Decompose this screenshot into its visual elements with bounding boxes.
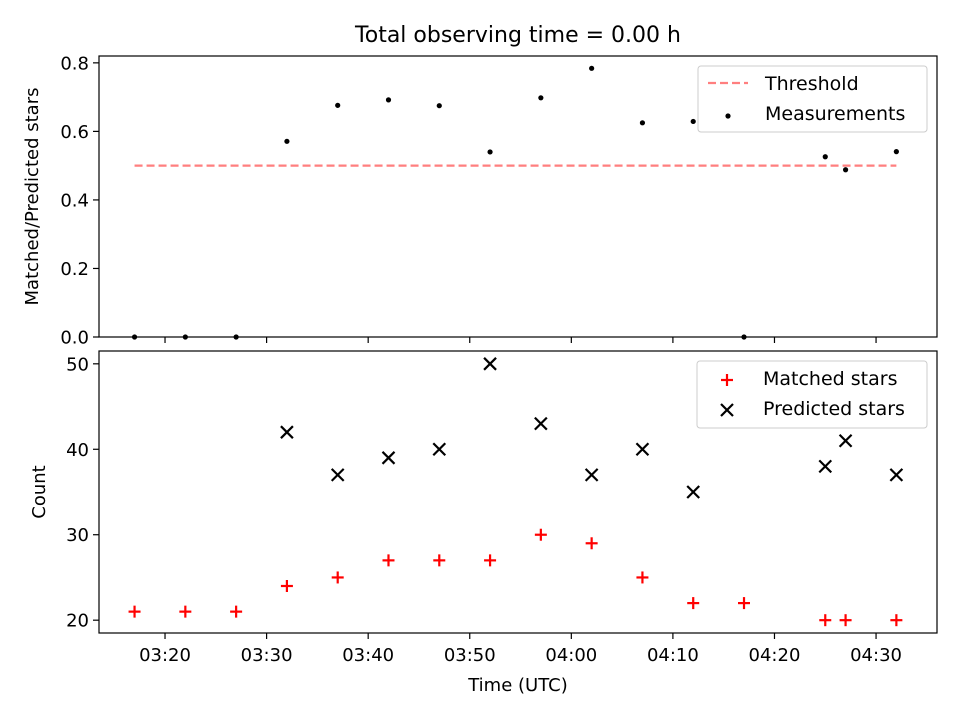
predicted-star-point bbox=[635, 442, 650, 457]
x-axis-label: Time (UTC) bbox=[467, 675, 568, 696]
bottom-x-tick-label: 03:30 bbox=[241, 645, 293, 666]
legend-matched-swatch bbox=[721, 374, 733, 386]
predicted-star-point bbox=[818, 459, 833, 474]
bottom-y-tick-label: 20 bbox=[66, 611, 89, 632]
matched-star-point bbox=[179, 605, 192, 618]
predicted-star-point bbox=[584, 468, 599, 482]
matched-star-point bbox=[534, 528, 547, 541]
predicted-star-point bbox=[838, 433, 853, 448]
top-y-tick-label: 0.6 bbox=[60, 122, 89, 143]
measurement-point bbox=[690, 118, 696, 125]
predicted-star-point bbox=[280, 425, 294, 439]
top-y-tick-label: 0.4 bbox=[60, 190, 89, 211]
predicted-star-point bbox=[534, 416, 548, 431]
matched-star-point bbox=[230, 605, 243, 618]
predicted-star-point bbox=[483, 357, 497, 371]
legend-predicted-label: Predicted stars bbox=[763, 398, 905, 420]
bottom-y-axis-label: Count bbox=[29, 465, 50, 518]
bottom-y-tick-label: 30 bbox=[66, 525, 89, 546]
top-y-axis-label: Matched/Predicted stars bbox=[22, 88, 43, 306]
bottom-axes-frame bbox=[98, 350, 938, 634]
bottom-y-tick-label: 40 bbox=[66, 440, 89, 461]
legend-measurements-label: Measurements bbox=[765, 103, 905, 125]
legend-threshold-label: Threshold bbox=[764, 73, 859, 95]
legend-predicted-swatch bbox=[720, 403, 734, 417]
bottom-x-tick-label: 04:10 bbox=[647, 645, 699, 666]
bottom-x-tick-label: 03:40 bbox=[342, 645, 394, 666]
bottom-x-tick-label: 04:30 bbox=[850, 645, 902, 666]
bottom-x-tick-label: 03:20 bbox=[139, 645, 191, 666]
top-axes-frame bbox=[98, 55, 938, 338]
measurement-point bbox=[335, 102, 341, 108]
top-legend-box bbox=[697, 65, 928, 133]
measurement-point bbox=[385, 97, 392, 103]
bottom-x-tick-label: 03:50 bbox=[444, 645, 496, 666]
predicted-star-point bbox=[432, 442, 447, 457]
top-legend: Threshold Measurements bbox=[697, 65, 928, 133]
matched-star-point bbox=[280, 580, 293, 592]
matched-star-point bbox=[331, 571, 344, 584]
predicted-star-point bbox=[686, 485, 700, 499]
measurement-point bbox=[639, 120, 646, 126]
matched-star-point bbox=[585, 537, 598, 550]
bottom-legend: Matched stars Predicted stars bbox=[696, 360, 928, 429]
measurement-point bbox=[284, 138, 290, 144]
matched-star-point bbox=[484, 554, 497, 567]
predicted-star-point bbox=[381, 451, 396, 465]
top-x-axis bbox=[164, 337, 877, 343]
top-y-axis: 0.0 0.2 0.4 0.6 0.8 bbox=[60, 53, 99, 349]
matched-star-point bbox=[636, 571, 649, 584]
matched-star-point bbox=[382, 554, 395, 567]
legend-measurements-swatch bbox=[725, 113, 731, 119]
top-y-tick-label: 0.2 bbox=[60, 259, 89, 280]
measurement-point bbox=[589, 65, 595, 71]
bottom-x-tick-label: 04:00 bbox=[545, 645, 597, 666]
measurement-point bbox=[822, 154, 828, 160]
matched-star-point bbox=[128, 605, 141, 618]
predicted-star-point bbox=[330, 468, 345, 482]
measurement-point bbox=[842, 167, 849, 173]
matched-star-point bbox=[433, 554, 446, 567]
bottom-x-tick-label: 04:20 bbox=[749, 645, 801, 666]
top-panel: 0.00.20.40.60.8 Matched/Predicted stars … bbox=[22, 53, 938, 349]
matched-star-point bbox=[738, 597, 751, 610]
measurement-point bbox=[893, 149, 899, 155]
bottom-legend-box bbox=[696, 360, 928, 429]
bottom-y-axis: 20 30 40 50 bbox=[66, 354, 99, 632]
figure-title: Total observing time = 0.00 h bbox=[354, 23, 681, 48]
bottom-y-tick-label: 50 bbox=[66, 354, 89, 375]
predicted-star-point bbox=[889, 468, 904, 482]
measurement-point bbox=[487, 149, 493, 155]
legend-matched-label: Matched stars bbox=[763, 368, 897, 390]
matched-star-point bbox=[819, 614, 832, 627]
measurement-point bbox=[436, 103, 442, 109]
top-y-tick-label: 0.8 bbox=[60, 53, 89, 74]
bottom-x-axis: 03:20 03:30 03:40 03:50 04:00 04:10 04:20 04:30 bbox=[139, 633, 902, 666]
top-y-tick-label: 0.0 bbox=[60, 328, 89, 349]
matched-star-point bbox=[687, 597, 700, 610]
matched-star-point bbox=[839, 614, 852, 627]
matched-star-point bbox=[890, 614, 903, 627]
measurement-point bbox=[538, 95, 544, 101]
bottom-marks bbox=[128, 357, 904, 627]
